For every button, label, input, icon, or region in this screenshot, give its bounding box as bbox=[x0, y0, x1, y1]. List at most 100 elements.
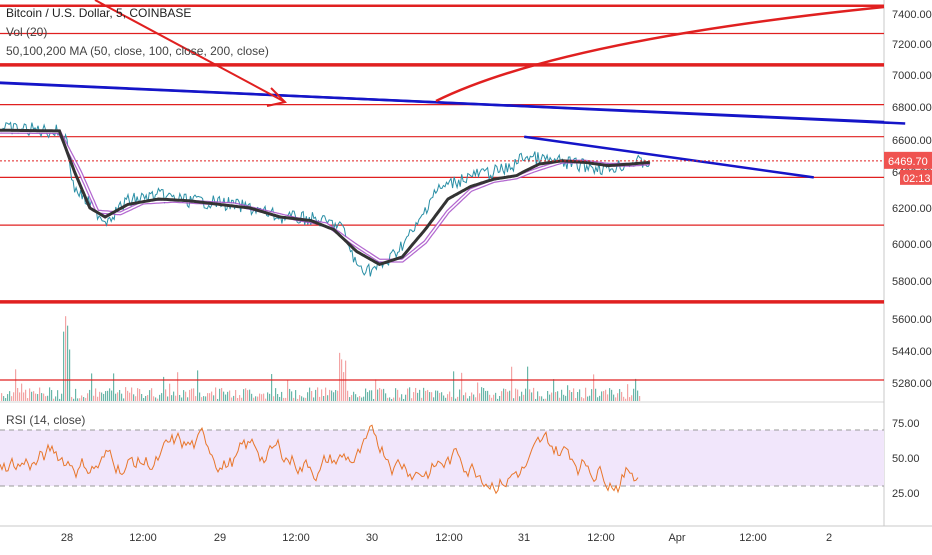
volume-bar bbox=[415, 387, 417, 401]
volume-bar bbox=[579, 389, 581, 401]
volume-bar bbox=[249, 389, 251, 401]
volume-bar bbox=[461, 372, 463, 401]
volume-bar bbox=[469, 396, 471, 401]
volume-bar bbox=[611, 389, 613, 401]
volume-bar bbox=[603, 391, 605, 401]
time-axis-tick-label: 12:00 bbox=[129, 532, 157, 544]
volume-bar bbox=[265, 398, 267, 401]
volume-bar bbox=[113, 373, 115, 401]
volume-bar bbox=[523, 394, 525, 401]
volume-bar bbox=[443, 395, 445, 401]
volume-bar bbox=[219, 388, 221, 401]
volume-bar bbox=[345, 360, 347, 401]
volume-bar bbox=[67, 325, 69, 401]
volume-bar bbox=[183, 390, 185, 401]
volume-bar bbox=[367, 392, 369, 401]
countdown-box bbox=[900, 169, 932, 185]
volume-bar bbox=[315, 389, 317, 401]
volume-bar bbox=[303, 397, 305, 401]
volume-bar bbox=[85, 397, 87, 401]
volume-bar bbox=[419, 389, 421, 401]
volume-bar bbox=[205, 396, 207, 401]
volume-bar bbox=[335, 389, 337, 401]
volume-bar bbox=[189, 389, 191, 401]
volume-bar bbox=[445, 397, 447, 401]
volume-bar bbox=[479, 393, 481, 401]
volume-bar bbox=[361, 397, 363, 401]
projection-arc bbox=[435, 5, 885, 103]
volume-bar bbox=[261, 394, 263, 401]
volume-bar bbox=[447, 394, 449, 401]
volume-bar bbox=[147, 395, 149, 401]
volume-bar bbox=[359, 396, 361, 401]
volume-bar bbox=[515, 388, 517, 401]
volume-bar bbox=[407, 388, 409, 401]
volume-bar bbox=[555, 392, 557, 401]
volume-bar bbox=[77, 398, 79, 401]
volume-bar bbox=[107, 390, 109, 401]
volume-bar bbox=[243, 389, 245, 401]
volume-bar bbox=[463, 395, 465, 401]
volume-bar bbox=[379, 387, 381, 401]
volume-bar bbox=[11, 396, 13, 401]
ma-200-band bbox=[0, 129, 651, 263]
volume-bar bbox=[191, 388, 193, 401]
volume-bar bbox=[529, 389, 531, 401]
volume-bar bbox=[323, 396, 325, 401]
volume-bar bbox=[577, 392, 579, 401]
volume-bar bbox=[311, 391, 313, 401]
volume-bar bbox=[65, 316, 67, 401]
time-axis-tick-label: 12:00 bbox=[739, 532, 767, 544]
volume-bar bbox=[201, 397, 203, 401]
volume-bar bbox=[9, 391, 11, 401]
volume-bar bbox=[227, 391, 229, 401]
volume-bar bbox=[571, 392, 573, 401]
volume-bar bbox=[343, 372, 345, 401]
rsi-legend: RSI (14, close) bbox=[6, 413, 86, 427]
volume-bar bbox=[291, 391, 293, 401]
volume-bar bbox=[41, 393, 43, 401]
volume-bar bbox=[287, 380, 289, 401]
volume-bar bbox=[333, 392, 335, 401]
volume-bar bbox=[43, 393, 45, 401]
volume-bar bbox=[117, 392, 119, 401]
volume-bar bbox=[439, 392, 441, 401]
volume-bar bbox=[513, 398, 515, 401]
volume-bar bbox=[609, 388, 611, 401]
volume-bar bbox=[299, 395, 301, 401]
volume-bar bbox=[583, 398, 585, 401]
volume-bar bbox=[305, 397, 307, 401]
volume-bar bbox=[567, 385, 569, 401]
volume-bar bbox=[271, 374, 273, 401]
volume-bar bbox=[487, 390, 489, 401]
time-axis-tick-label: 12:00 bbox=[282, 532, 310, 544]
volume-bar bbox=[59, 398, 61, 401]
volume-bar bbox=[391, 398, 393, 401]
volume-bar bbox=[253, 397, 255, 401]
volume-bar bbox=[467, 398, 469, 401]
volume-bar bbox=[453, 371, 455, 401]
volume-bar bbox=[123, 398, 125, 401]
volume-bar bbox=[637, 390, 639, 401]
trendline bbox=[524, 135, 814, 179]
volume-bar bbox=[207, 393, 209, 401]
volume-bar bbox=[413, 392, 415, 401]
volume-bar bbox=[375, 379, 377, 401]
volume-bar bbox=[221, 388, 223, 401]
volume-bar bbox=[537, 391, 539, 401]
volume-bar bbox=[69, 349, 71, 401]
arrow-head bbox=[266, 87, 287, 107]
volume-bar bbox=[459, 389, 461, 401]
volume-bar bbox=[573, 388, 575, 401]
volume-bar bbox=[99, 391, 101, 401]
volume-bar bbox=[157, 398, 159, 401]
volume-bar bbox=[363, 396, 365, 401]
volume-bar bbox=[423, 387, 425, 401]
volume-bar bbox=[615, 397, 617, 401]
volume-bar bbox=[425, 390, 427, 401]
volume-bar bbox=[101, 392, 103, 401]
volume-bar bbox=[247, 390, 249, 401]
volume-bar bbox=[209, 393, 211, 401]
